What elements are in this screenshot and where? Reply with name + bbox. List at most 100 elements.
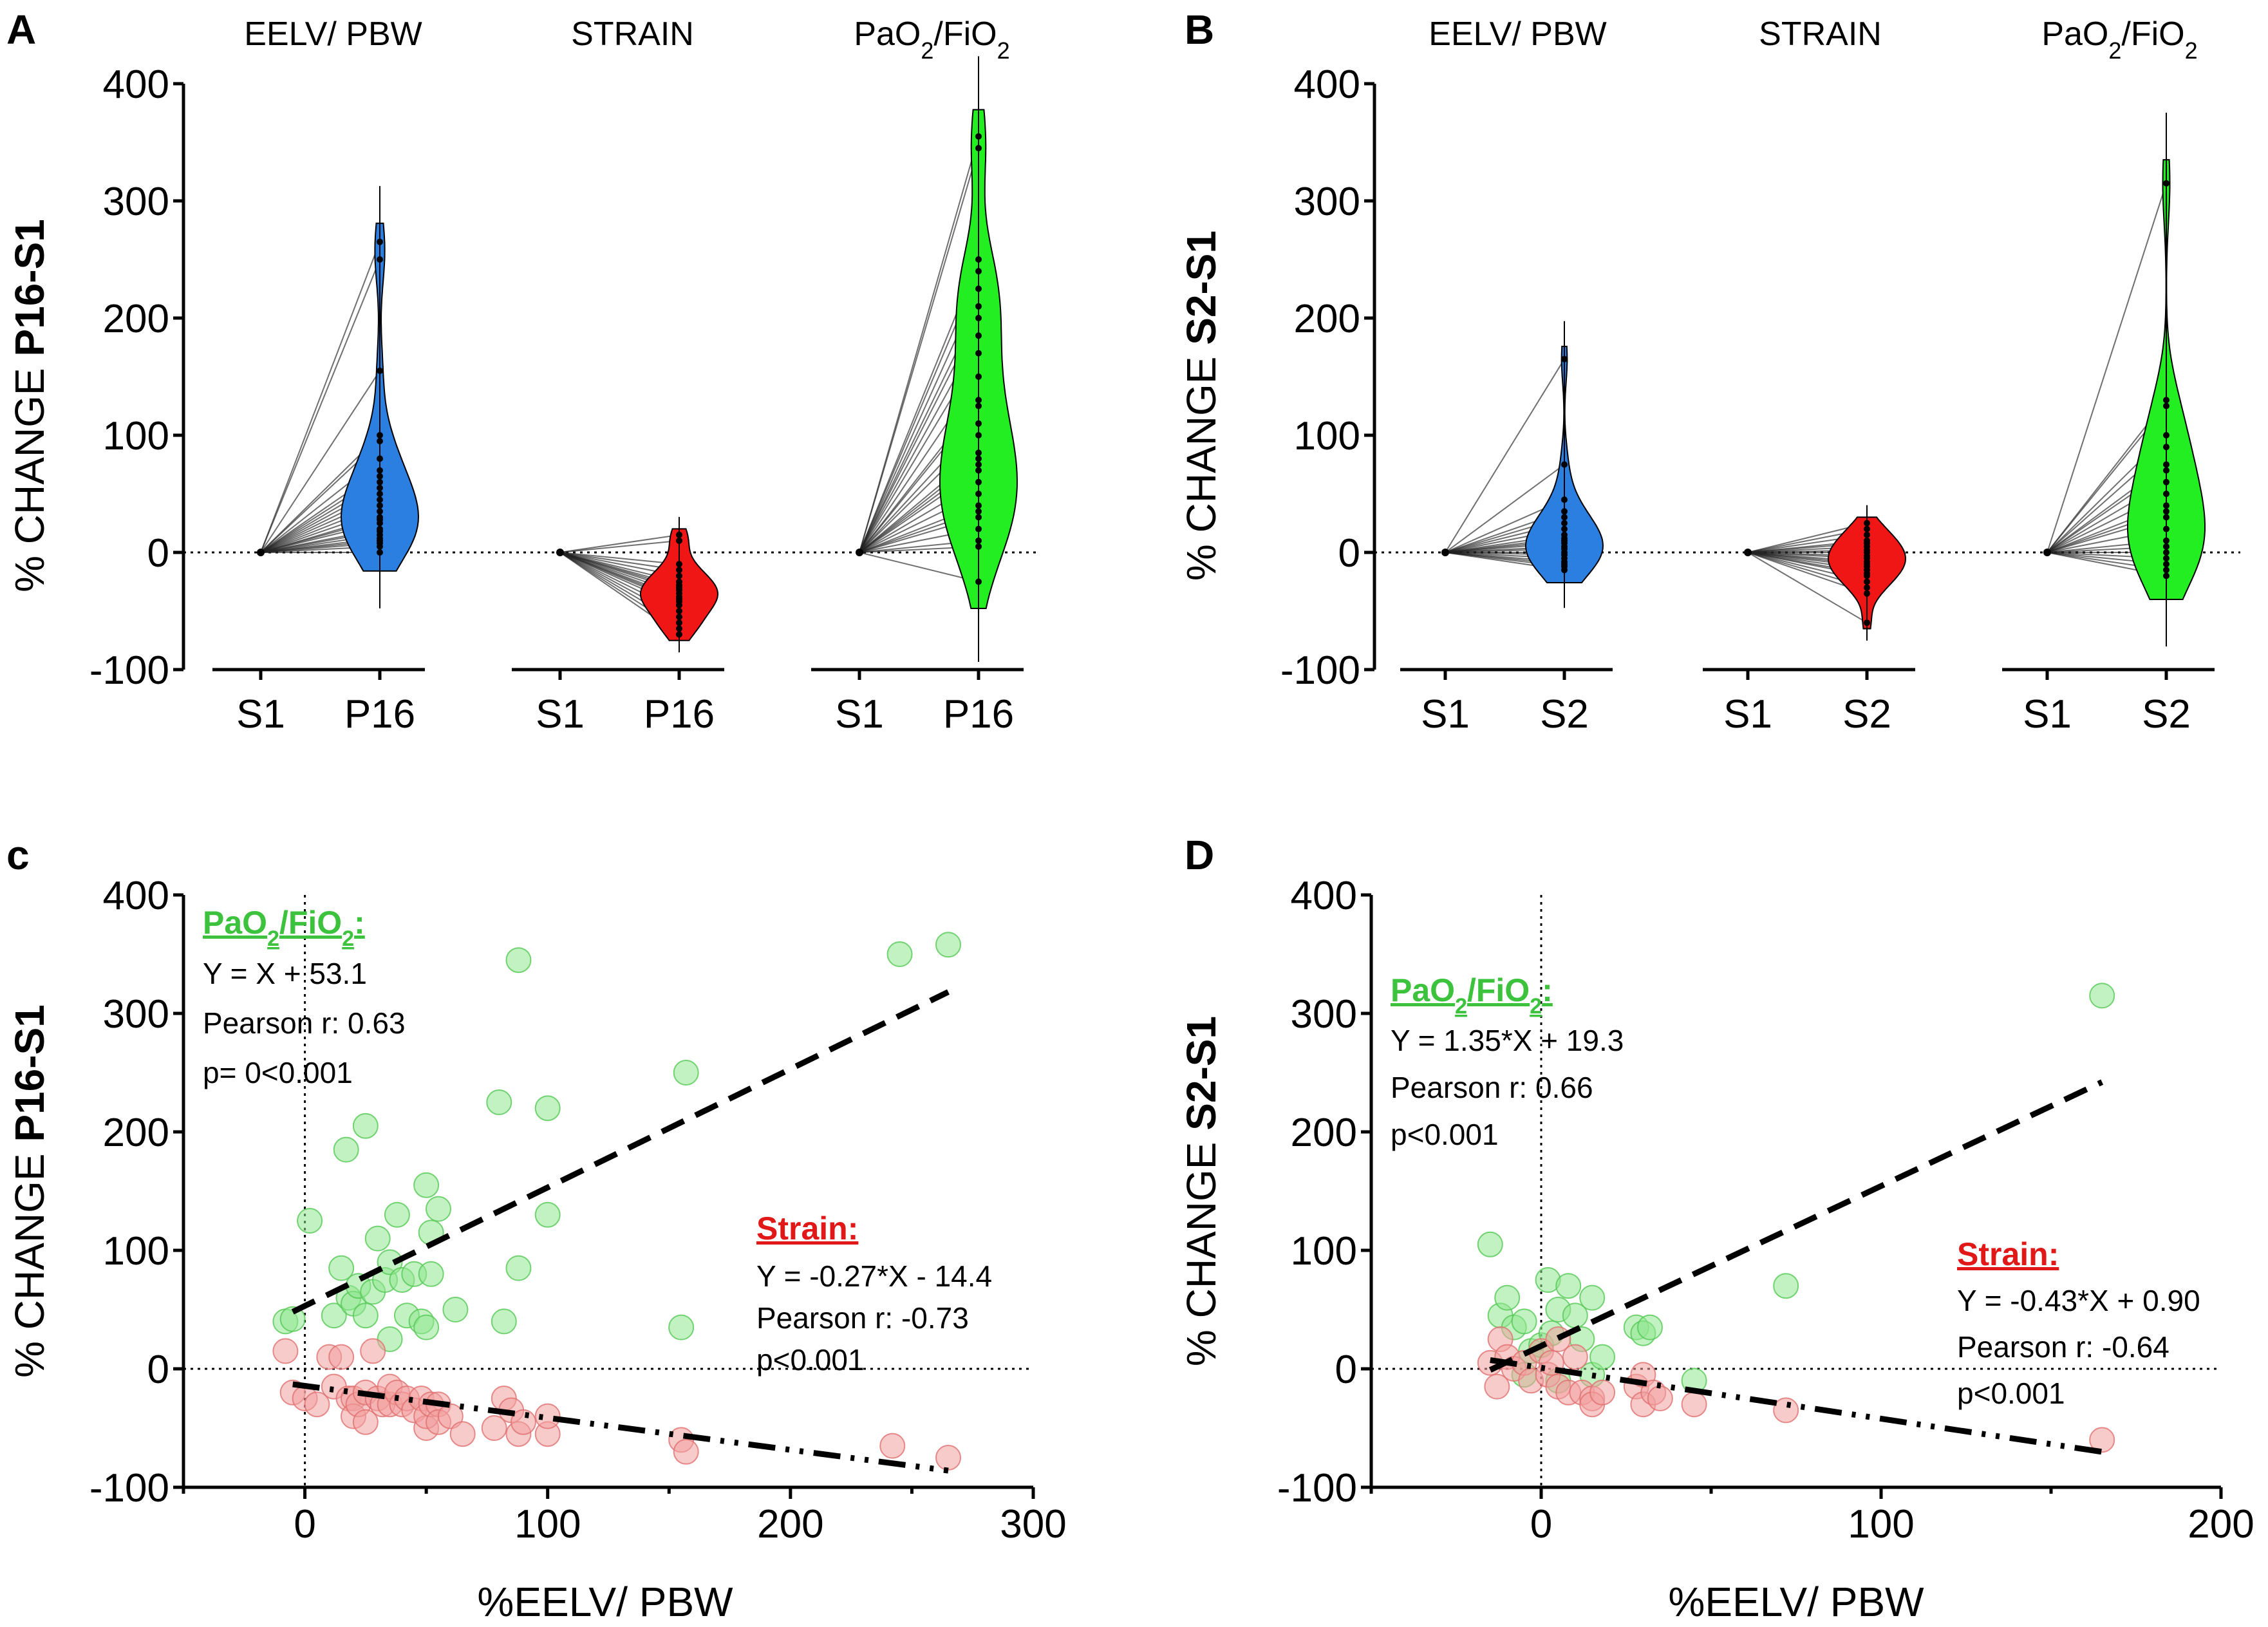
paired-line [559, 534, 680, 553]
paired-line [1445, 359, 1565, 553]
scatter-point [935, 1445, 961, 1471]
data-point [676, 537, 682, 544]
x-tick-label: S1 [835, 692, 884, 737]
y-tick-label: 200 [1291, 1111, 1357, 1155]
data-point [676, 601, 682, 608]
scatter-point [1681, 1391, 1707, 1418]
scatter-point [413, 1314, 440, 1340]
y-tick-label: 300 [103, 992, 169, 1037]
annotation-pafi-d: PaO2/FiO2: Y = 1.35*X + 19.3 Pearson r: … [1391, 972, 1624, 1151]
data-point [676, 572, 682, 579]
y-tick-label: 300 [1291, 992, 1357, 1037]
data-point [975, 467, 982, 474]
data-point [2163, 514, 2170, 521]
scatter-point [1647, 1386, 1673, 1411]
y-tick-label: -100 [89, 648, 169, 693]
x-tick-label: S1 [2023, 692, 2072, 737]
scatter-point [360, 1338, 386, 1364]
data-point [975, 455, 982, 462]
data-point [377, 491, 383, 497]
data-point [2163, 508, 2170, 515]
y-tick-label: 300 [1294, 180, 1360, 224]
y-tick-label: -100 [1277, 1466, 1357, 1510]
data-point [1864, 525, 1870, 532]
data-point [2163, 543, 2170, 550]
x-tick-label: P16 [644, 692, 715, 737]
data-point [1561, 508, 1568, 515]
scatter-point [1773, 1397, 1799, 1424]
group-title: PaO2/FiO2 [854, 15, 1009, 64]
data-point [1864, 578, 1870, 585]
annotation-strain-title: Strain: [1957, 1236, 2059, 1272]
scatter-point [449, 1421, 476, 1447]
scatter-point [1579, 1284, 1606, 1311]
y-axis-label-a: % CHANGE P16-S1 [6, 219, 53, 592]
y-tick-label: 300 [103, 180, 169, 224]
data-point [1561, 461, 1568, 468]
paired-line [559, 552, 680, 565]
scatter-point [481, 1415, 507, 1441]
data-point [975, 578, 982, 585]
data-point [377, 508, 383, 515]
scatter-point [352, 1113, 379, 1139]
y-tick-label: 200 [1294, 297, 1360, 341]
panel-label-b: B [1185, 6, 1214, 53]
data-point [975, 525, 982, 532]
annotation-strain-equation: Y = -0.27*X - 14.4 [756, 1259, 992, 1293]
data-point [377, 238, 383, 245]
x-tick-label: S2 [1842, 692, 1891, 737]
baseline-point [257, 549, 265, 556]
y-tick-label: -100 [89, 1466, 169, 1510]
x-tick-label: S1 [1421, 692, 1470, 737]
x-tick-label: 0 [1530, 1502, 1552, 1547]
data-point [377, 496, 383, 503]
data-point [1864, 584, 1870, 591]
group-title: EELV/ PBW [244, 15, 422, 53]
y-tick-label: 100 [1291, 1229, 1357, 1274]
data-point [377, 473, 383, 480]
data-point [2163, 432, 2170, 438]
data-point [377, 520, 383, 527]
data-point [975, 543, 982, 550]
data-point [975, 491, 982, 497]
scatter-point [1562, 1344, 1588, 1370]
data-point [377, 502, 383, 509]
data-point [1561, 525, 1568, 532]
paired-line [859, 552, 979, 583]
scatter-point [279, 1306, 306, 1332]
group-title: STRAIN [1759, 15, 1882, 53]
data-point [377, 484, 383, 491]
panel-c: c % CHANGE P16-S1 %EELV/ PBW -100 0 100 200… [6, 832, 1067, 1625]
data-point [975, 373, 982, 380]
x-tick-label: P16 [344, 692, 415, 737]
data-point [676, 531, 682, 538]
data-point [2163, 402, 2170, 409]
data-point [676, 608, 682, 614]
data-point [1561, 567, 1568, 574]
data-point [2163, 525, 2170, 532]
regression-line [1490, 1357, 2103, 1455]
annotation-pafi-equation: Y = 1.35*X + 19.3 [1391, 1024, 1624, 1057]
scatter-point [511, 1409, 536, 1435]
data-point [377, 543, 383, 550]
annotation-strain-equation: Y = -0.43*X + 0.90 [1957, 1284, 2200, 1317]
scatter-point [297, 1208, 323, 1234]
scatter-point [1589, 1344, 1616, 1370]
data-point [676, 631, 682, 638]
x-tick-label: S2 [1540, 692, 1589, 737]
data-point [975, 461, 982, 468]
data-point [1561, 355, 1568, 362]
data-point [676, 561, 682, 568]
scatter-point [2089, 1427, 2115, 1453]
annotation-pafi-pvalue: p= 0<0.001 [203, 1056, 353, 1089]
data-point [975, 303, 982, 310]
y-tick-label: 0 [147, 1348, 169, 1392]
scatter-point [364, 1225, 391, 1252]
panel-d: D % CHANGE S2-S1 %EELV/ PBW -100 0 100 200 3… [1178, 832, 2254, 1625]
panel-label-d: D [1185, 832, 1214, 878]
scatter-point [437, 1403, 464, 1429]
scatter-point [328, 1255, 355, 1281]
paired-line [260, 259, 380, 553]
data-point [975, 133, 982, 140]
paired-line [859, 147, 979, 553]
